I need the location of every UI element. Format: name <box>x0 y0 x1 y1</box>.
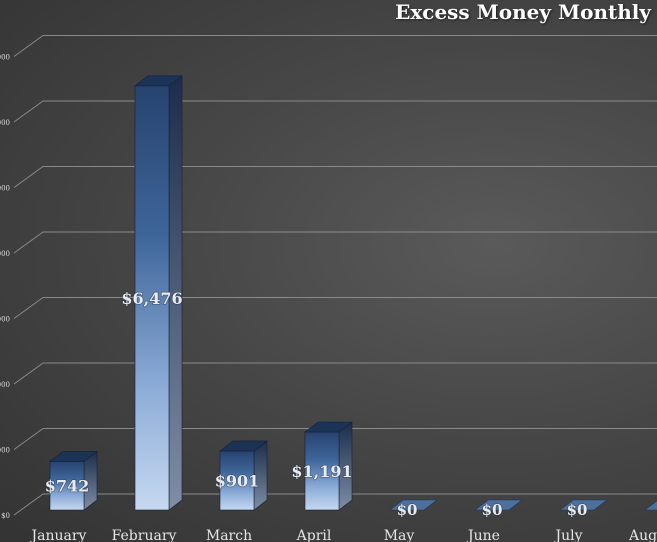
bar-top <box>474 499 523 511</box>
x-tick-label: January <box>30 528 87 542</box>
gridline-diagonal <box>13 100 44 123</box>
x-tick-label: February <box>112 528 177 542</box>
bar-january <box>49 450 98 511</box>
y-tick-label: $7,000 <box>0 54 10 62</box>
y-tick-label: $4,000 <box>0 250 10 258</box>
gridline-diagonal <box>13 428 44 450</box>
bar-top <box>304 421 353 433</box>
bar-june <box>474 499 523 511</box>
data-label: $742 <box>45 477 90 496</box>
bar-may <box>389 499 438 511</box>
data-label: $0 <box>482 501 503 519</box>
bar-top <box>134 75 183 87</box>
bar-front <box>219 450 255 511</box>
gridline-diagonal <box>13 166 44 188</box>
gridline-diagonal <box>13 35 44 57</box>
y-tick-label: $0 <box>1 512 10 520</box>
bar-top <box>49 451 98 462</box>
data-label: $6,476 <box>121 289 182 308</box>
bar-february <box>134 75 183 511</box>
gridline-diagonal <box>13 231 44 254</box>
bar-top <box>219 440 268 452</box>
data-label: $901 <box>215 471 260 490</box>
gridline-diagonal <box>13 297 44 319</box>
y-tick-label: $1,000 <box>0 447 10 455</box>
bar-top <box>644 500 657 511</box>
bar-top <box>389 499 438 511</box>
x-tick-label: July <box>553 528 582 542</box>
y-tick-label: $2,000 <box>0 381 10 389</box>
chart-title: Excess Money Monthly <box>395 0 651 24</box>
bar-august <box>644 500 657 511</box>
bar-top <box>559 499 608 511</box>
x-tick-label: June <box>466 528 500 542</box>
x-tick-label: August <box>628 528 657 542</box>
y-tick-label: $5,000 <box>0 185 10 193</box>
bar-march <box>219 440 268 511</box>
bar-july <box>559 499 608 511</box>
data-label: $1,191 <box>291 462 352 481</box>
y-tick-label: $6,000 <box>0 119 10 127</box>
data-label: $0 <box>567 501 588 519</box>
data-label: $0 <box>397 501 418 519</box>
bar-april <box>304 421 353 511</box>
x-tick-label: March <box>206 528 252 542</box>
gridline-diagonal <box>13 362 44 385</box>
gridline-diagonal <box>13 493 44 516</box>
y-tick-label: $3,000 <box>0 316 10 324</box>
x-tick-label: April <box>296 528 332 542</box>
bar-front <box>304 431 340 511</box>
x-tick-label: May <box>384 528 415 542</box>
bar-front <box>134 85 170 511</box>
